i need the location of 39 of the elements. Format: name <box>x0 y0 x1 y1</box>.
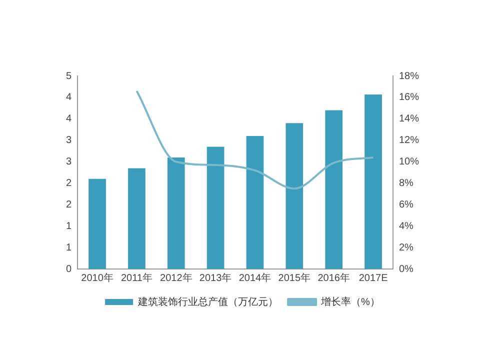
y2-tick-label: 4% <box>398 220 414 232</box>
y-tick-label: 1 <box>66 242 72 254</box>
y-tick-label: 0 <box>66 264 72 275</box>
x-tick-label: 2015年 <box>278 272 311 284</box>
legend-label: 建筑装饰行业总产值（万亿元） <box>137 296 278 308</box>
y2-tick-label: 2% <box>398 242 414 254</box>
x-tick-label: 2012年 <box>160 272 192 284</box>
x-tick-label: 2014年 <box>238 272 272 284</box>
y2-tick-label: 8% <box>398 178 414 189</box>
bar <box>128 168 146 269</box>
x-tick-label: 2013年 <box>199 272 232 284</box>
bar <box>286 123 304 269</box>
bar <box>364 94 382 269</box>
y-tick-label: 3 <box>66 135 72 146</box>
x-tick-label: 2010年 <box>81 272 114 284</box>
y2-tick-label: 18% <box>398 70 420 82</box>
x-tick-label: 2017E <box>358 272 388 284</box>
bar <box>325 110 343 269</box>
y-tick-label: 5 <box>66 70 72 82</box>
bar <box>206 146 224 269</box>
y2-tick-label: 14% <box>398 114 420 125</box>
legend-label: 增长率（%） <box>320 296 380 308</box>
y2-tick-label: 10% <box>398 156 420 168</box>
y2-tick-label: 0% <box>398 264 414 275</box>
y-tick-label: 3 <box>66 156 72 168</box>
y2-tick-label: 6% <box>398 199 414 210</box>
bar <box>167 157 185 269</box>
y-tick-label: 1 <box>66 220 72 232</box>
y2-tick-label: 12% <box>398 135 420 146</box>
y2-tick-label: 16% <box>398 92 420 104</box>
bar <box>246 136 264 269</box>
y-tick-label: 2 <box>66 178 72 189</box>
x-tick-label: 2016年 <box>318 272 350 284</box>
line-series <box>136 90 374 190</box>
y-tick-label: 4 <box>66 92 72 104</box>
y-tick-label: 2 <box>66 199 72 210</box>
x-tick-label: 2011年 <box>120 272 152 284</box>
bar <box>88 178 106 269</box>
y-tick-label: 4 <box>66 114 72 125</box>
